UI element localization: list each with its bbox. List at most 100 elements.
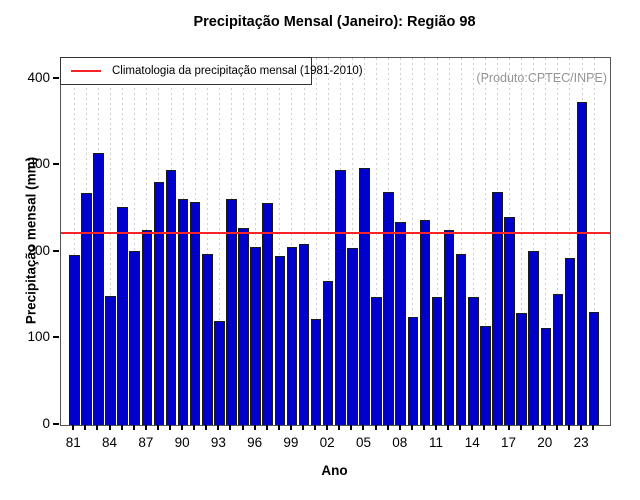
gridline — [327, 58, 329, 425]
bar-2003 — [334, 170, 346, 425]
x-tick — [289, 425, 292, 430]
bar-1999 — [286, 247, 298, 425]
x-tick — [459, 425, 462, 430]
bar-2000 — [298, 244, 310, 425]
y-axis-label: Precipitação mensal (mm) — [23, 156, 39, 325]
gridline — [110, 58, 112, 425]
bar-1997 — [262, 203, 274, 425]
x-tick-label: 23 — [573, 435, 589, 450]
y-tick-label: 0 — [42, 416, 50, 431]
x-tick-label: 02 — [319, 435, 335, 450]
plot-inner — [61, 58, 610, 425]
x-tick — [72, 425, 75, 430]
bar-1982 — [81, 193, 92, 425]
bar-2012 — [443, 230, 455, 425]
bar-1983 — [93, 153, 104, 425]
gridline — [279, 58, 281, 425]
x-tick-label: 93 — [210, 435, 226, 450]
bar-2022 — [564, 258, 576, 425]
gridline — [376, 58, 378, 425]
x-tick — [181, 425, 184, 430]
bar-2007 — [383, 192, 394, 425]
bar-2017 — [504, 217, 515, 425]
bar-2010 — [419, 220, 431, 425]
climatology-line — [61, 232, 610, 234]
x-tick — [374, 425, 377, 430]
bar-1990 — [177, 199, 189, 425]
bar-2016 — [492, 192, 503, 425]
gridline — [315, 58, 317, 425]
y-tick — [53, 423, 59, 425]
bar-2020 — [540, 328, 552, 425]
bar-2018 — [516, 313, 527, 425]
gridline — [255, 58, 257, 425]
legend-line-sample — [71, 70, 101, 72]
bar-2009 — [407, 317, 419, 425]
bar-1989 — [165, 170, 177, 425]
gridline — [206, 58, 208, 425]
gridline — [218, 58, 220, 425]
bar-2004 — [347, 248, 358, 425]
watermark-text: (Produto:CPTEC/INPE) — [476, 71, 607, 85]
bar-1987 — [141, 230, 153, 425]
x-tick — [253, 425, 256, 430]
x-tick-label: 84 — [102, 435, 118, 450]
x-tick — [326, 425, 329, 430]
bar-1994 — [226, 199, 237, 425]
x-tick-label: 81 — [65, 435, 81, 450]
x-tick — [495, 425, 498, 430]
chart-title: Precipitação Mensal (Janeiro): Região 98 — [193, 14, 476, 30]
bar-1986 — [129, 251, 141, 425]
gridline — [412, 58, 414, 425]
x-tick — [471, 425, 474, 430]
gridline — [484, 58, 486, 425]
bar-2011 — [431, 297, 443, 425]
bar-2002 — [322, 281, 334, 425]
bar-2024 — [588, 312, 600, 425]
gridline — [593, 58, 595, 425]
x-tick — [132, 425, 135, 430]
x-tick-label: 87 — [138, 435, 154, 450]
x-tick — [555, 425, 558, 430]
x-tick — [447, 425, 450, 430]
bar-1991 — [189, 202, 201, 425]
bar-1998 — [274, 256, 286, 425]
bar-2015 — [480, 326, 491, 425]
bar-2001 — [310, 319, 322, 425]
x-tick — [241, 425, 244, 430]
x-tick — [483, 425, 486, 430]
y-tick — [53, 336, 59, 339]
x-tick — [507, 425, 510, 430]
legend: Climatologia da precipitação mensal (198… — [60, 57, 363, 85]
bar-2021 — [552, 294, 564, 425]
bar-1984 — [105, 296, 116, 425]
bar-1985 — [117, 207, 128, 425]
bar-2023 — [576, 102, 588, 425]
x-tick — [543, 425, 546, 430]
x-tick — [302, 425, 304, 430]
x-tick — [386, 425, 389, 430]
x-tick-label: 17 — [501, 435, 517, 450]
gridline — [460, 58, 462, 425]
x-tick — [592, 425, 595, 430]
bar-1992 — [201, 254, 213, 425]
y-tick-label: 400 — [27, 69, 50, 85]
bar-1996 — [250, 247, 261, 425]
x-tick — [398, 425, 401, 430]
x-tick — [144, 425, 147, 430]
x-tick — [169, 425, 172, 430]
x-tick-label: 14 — [464, 435, 480, 450]
x-tick-label: 99 — [283, 435, 299, 450]
gridline — [436, 58, 438, 425]
gridline — [351, 58, 353, 425]
y-tick — [53, 76, 59, 79]
gridline — [569, 58, 571, 425]
x-tick — [362, 425, 365, 430]
y-tick-label: 200 — [27, 242, 50, 258]
gridline — [521, 58, 523, 425]
x-tick — [567, 425, 570, 430]
x-tick — [205, 425, 208, 430]
x-tick — [435, 425, 437, 430]
gridline — [73, 58, 75, 425]
x-tick — [350, 425, 353, 430]
